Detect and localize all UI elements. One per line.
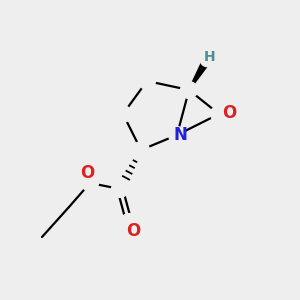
Circle shape	[112, 181, 128, 197]
Circle shape	[139, 73, 155, 89]
Text: N: N	[174, 126, 188, 144]
Circle shape	[115, 106, 131, 122]
Circle shape	[181, 82, 197, 98]
Polygon shape	[189, 58, 210, 90]
Circle shape	[200, 53, 214, 67]
Circle shape	[211, 106, 227, 122]
Text: O: O	[126, 222, 141, 240]
Text: O: O	[80, 164, 94, 182]
Circle shape	[82, 175, 98, 191]
Text: H: H	[204, 50, 216, 64]
Circle shape	[121, 214, 137, 230]
Circle shape	[133, 142, 149, 158]
Circle shape	[169, 127, 185, 143]
Text: O: O	[222, 103, 237, 122]
